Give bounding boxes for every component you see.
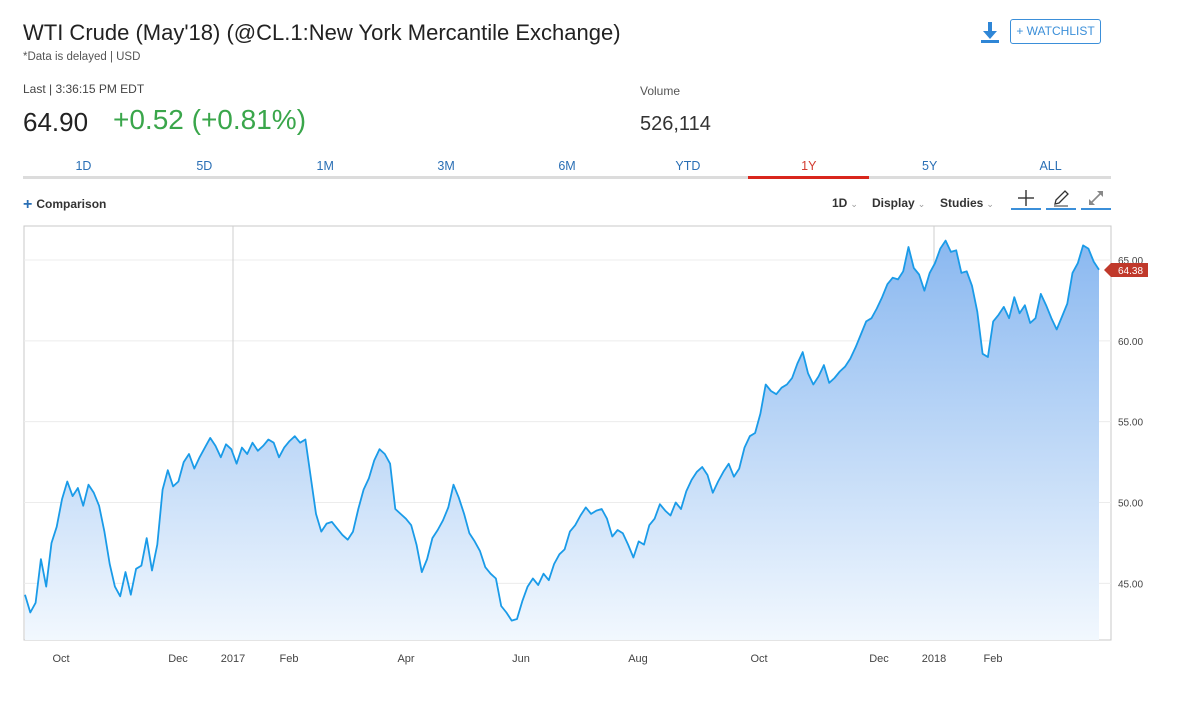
comparison-label: Comparison xyxy=(36,197,107,211)
draw-tool-button[interactable] xyxy=(1046,186,1076,210)
x-tick-label: Aug xyxy=(628,653,648,665)
price-chart-svg: 45.00 50.00 55.00 60.00 65.00 Oct Dec 2017 Feb Ap… xyxy=(23,225,1148,665)
x-tick-label: Oct xyxy=(750,653,767,665)
plus-icon: + xyxy=(23,196,33,213)
tab-1m[interactable]: 1M xyxy=(316,159,334,173)
last-value-tag xyxy=(1104,262,1148,277)
display-dropdown[interactable]: Display ⌄ xyxy=(872,196,925,210)
price-change: +0.52 (+0.81%) xyxy=(113,104,307,135)
comparison-button[interactable]: + Comparison xyxy=(23,196,106,214)
tab-1d[interactable]: 1D xyxy=(75,159,92,173)
price-line xyxy=(24,239,1100,622)
expand-icon xyxy=(1089,191,1103,205)
y-tick-label: 45.00 xyxy=(1118,579,1143,590)
expand-tool-button[interactable] xyxy=(1081,186,1111,210)
download-icon[interactable] xyxy=(978,20,1002,44)
tab-5d[interactable]: 5D xyxy=(196,159,213,173)
chevron-down-icon: ⌄ xyxy=(986,199,994,209)
interval-dropdown[interactable]: 1D ⌄ xyxy=(832,196,858,210)
x-tick-label: Feb xyxy=(984,653,1003,665)
interval-label: 1D xyxy=(832,196,848,210)
last-price: 64.90 xyxy=(23,107,89,137)
tab-3m[interactable]: 3M xyxy=(437,159,455,173)
time-range-tabs: 1D 5D 1M 3M 6M YTD 1Y 5Y ALL xyxy=(23,155,1111,179)
tab-5y[interactable]: 5Y xyxy=(922,159,938,173)
y-tick-label: 65.00 xyxy=(1118,256,1143,267)
tab-all[interactable]: ALL xyxy=(1039,159,1062,173)
price-area-fill xyxy=(25,240,1099,640)
tab-1y[interactable]: 1Y xyxy=(748,155,870,179)
volume-label: Volume xyxy=(640,84,681,98)
y-tick-label: 50.00 xyxy=(1118,499,1143,510)
x-tick-label: Feb xyxy=(280,653,299,665)
watchlist-button[interactable]: + WATCHLIST xyxy=(1010,19,1101,44)
x-tick-label: Apr xyxy=(397,653,414,665)
crosshair-icon xyxy=(1018,190,1034,206)
chevron-down-icon: ⌄ xyxy=(850,199,858,209)
page-title: WTI Crude (May'18) (@CL.1:New York Merca… xyxy=(23,20,621,45)
x-tick-label: Dec xyxy=(168,653,188,665)
studies-label: Studies xyxy=(940,196,984,210)
data-delay-note: *Data is delayed | USD xyxy=(23,51,141,63)
last-value-label: 64.38 xyxy=(1118,266,1143,277)
x-tick-label: 2017 xyxy=(221,653,245,665)
x-tick-label: Oct xyxy=(52,653,69,665)
x-tick-label: Jun xyxy=(512,653,530,665)
volume-value: 526,114 xyxy=(640,113,711,135)
x-tick-label: 2018 xyxy=(922,653,946,665)
studies-dropdown[interactable]: Studies ⌄ xyxy=(940,196,994,210)
pencil-icon xyxy=(1054,190,1069,207)
crosshair-tool-button[interactable] xyxy=(1011,186,1041,210)
y-tick-label: 55.00 xyxy=(1118,418,1143,429)
tab-ytd[interactable]: YTD xyxy=(675,159,701,173)
x-tick-label: Dec xyxy=(869,653,889,665)
y-tick-label: 60.00 xyxy=(1118,337,1143,348)
last-trade-time: Last | 3:36:15 PM EDT xyxy=(23,82,145,96)
tab-6m[interactable]: 6M xyxy=(558,159,576,173)
chevron-down-icon: ⌄ xyxy=(917,199,926,209)
display-label: Display xyxy=(872,196,915,210)
price-chart[interactable]: 45.00 50.00 55.00 60.00 65.00 Oct Dec 2017 Feb Ap… xyxy=(0,220,1188,714)
